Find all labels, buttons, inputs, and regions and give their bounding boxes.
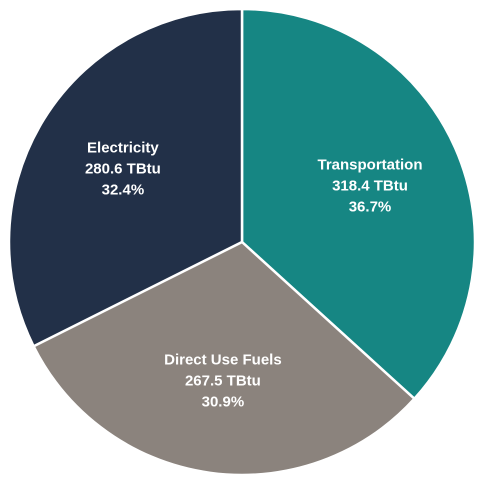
slice-label-percent-transportation: 36.7% [349,198,392,215]
slice-label-value-electricity: 280.6 TBtu [85,160,161,177]
pie-slice-transportation [240,7,477,401]
slice-label-percent-electricity: 32.4% [102,181,145,198]
slice-labels: Transportation 318.4 TBtu 36.7% Direct Use … [85,139,423,410]
pie-slice-electricity [7,7,244,348]
pie-slice-direct-use-fuels [31,240,417,477]
slice-label-name-electricity: Electricity [87,139,159,156]
slice-label-value-transportation: 318.4 TBtu [332,177,408,194]
pie-slices [7,7,477,477]
slice-label-value-direct-use-fuels: 267.5 TBtu [185,373,261,390]
slice-label-name-transportation: Transportation [317,156,422,173]
slice-label-name-direct-use-fuels: Direct Use Fuels [164,352,282,369]
slice-label-percent-direct-use-fuels: 30.9% [202,394,245,411]
